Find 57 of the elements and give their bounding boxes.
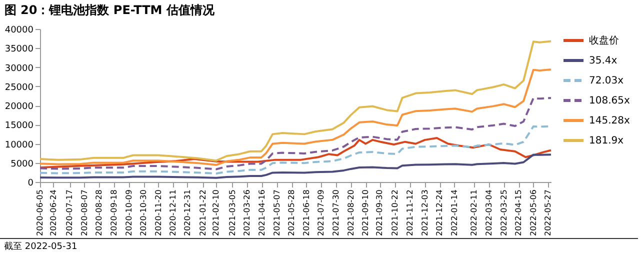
x-tick-label: 2021-09-10 (361, 190, 370, 236)
x-tick-label: 2021-07-30 (332, 190, 341, 236)
x-tick-label: 2021-09-30 (375, 190, 384, 236)
y-tick-label: 35000 (4, 44, 34, 55)
x-tick-label: 2021-10-22 (390, 190, 400, 236)
x-tick-label: 2020-08-07 (80, 190, 89, 236)
x-tick-label: 2021-02-10 (212, 190, 221, 236)
legend-label: 108.65x (589, 96, 630, 106)
line-series (39, 40, 552, 162)
legend-label: 35.4x (589, 56, 618, 66)
x-tick-label: 2022-05-27 (544, 190, 553, 236)
line-series (39, 68, 552, 166)
line-series (39, 154, 552, 179)
x-tick-label: 2020-09-18 (110, 190, 119, 236)
x-tick-label: 2021-11-12 (406, 190, 415, 236)
legend-label: 145.28x (589, 116, 630, 126)
x-tick-label: 2021-06-18 (302, 190, 311, 236)
x-tick-label: 2021-12-24 (435, 190, 444, 236)
y-tick-label: 40000 (4, 26, 34, 36)
x-tick-label: 2021-07-09 (316, 190, 326, 236)
y-tick-label: 0 (28, 178, 34, 188)
text: 截至 2022-05-31 (0, 238, 638, 254)
x-tick-label: 2022-04-15 (514, 190, 524, 236)
x-tick-label: 2022-03-04 (484, 190, 494, 236)
x-tick-label: 2021-01-22 (198, 190, 208, 236)
x-tick-label: 2021-05-07 (272, 190, 282, 236)
x-tick-label: 2020-11-20 (154, 190, 163, 236)
x-tick-label: 2020-12-11 (168, 190, 178, 236)
line-series (39, 96, 552, 170)
x-tick-label: 2021-03-05 (228, 190, 237, 236)
y-tick-label: 30000 (4, 64, 34, 74)
x-tick-label: 2021-08-20 (346, 190, 356, 236)
x-tick-label: 2021-04-16 (258, 190, 267, 236)
chart-title: 图 20：锂电池指数 PE-TTM 估值情况 (4, 3, 216, 17)
y-tick-label: 20000 (4, 102, 34, 112)
x-tick-label: 2021-12-03 (420, 190, 430, 236)
x-tick-label: 2020-10-09 (124, 190, 134, 236)
x-tick-label: 2021-05-28 (287, 190, 296, 236)
y-tick-label: 25000 (4, 82, 34, 93)
y-tick-label: 5000 (10, 159, 34, 170)
x-tick-label: 2020-08-28 (94, 190, 104, 236)
x-tick-label: 2020-10-30 (139, 190, 148, 236)
x-tick-label: 2022-02-11 (470, 190, 479, 236)
y-tick-label: 15000 (4, 121, 34, 132)
x-tick-label: 2020-06-24 (48, 190, 58, 236)
x-tick-label: 2021-03-26 (242, 190, 252, 236)
legend-label: 181.9x (589, 136, 624, 146)
x-tick-label: 2022-01-14 (450, 190, 459, 236)
x-tick-label: 2020-06-05 (36, 190, 44, 236)
x-tick-label: 2020-07-17 (65, 190, 74, 236)
y-tick-label: 10000 (4, 140, 34, 150)
x-tick-label: 2022-03-25 (499, 190, 508, 236)
x-tick-label: 2022-05-06 (528, 190, 538, 236)
legend-label: 72.03x (589, 76, 624, 86)
legend-label: 收盘价 (589, 34, 619, 46)
x-tick-label: 2020-12-31 (182, 190, 192, 236)
line-series (39, 137, 552, 168)
